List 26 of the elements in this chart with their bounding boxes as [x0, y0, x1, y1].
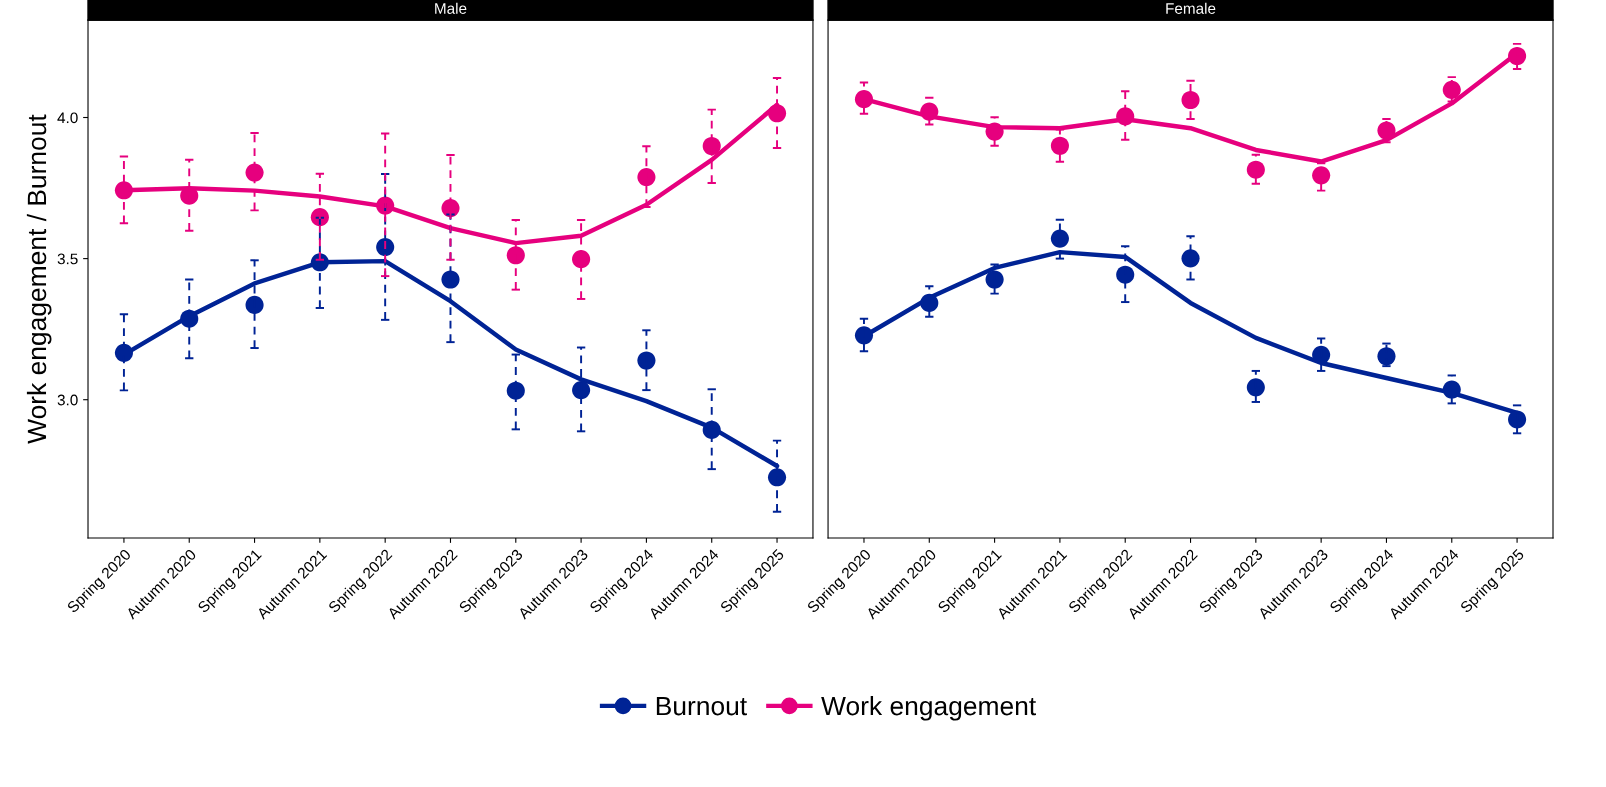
point	[637, 168, 656, 187]
point	[1181, 90, 1200, 110]
point	[1312, 345, 1331, 364]
y-tick-label: 3.5	[57, 253, 78, 265]
point	[572, 381, 591, 400]
point	[441, 199, 460, 218]
point	[441, 270, 460, 289]
chart-title: Female	[1166, 2, 1216, 14]
point	[1246, 378, 1265, 397]
point	[1508, 46, 1527, 66]
y-tick-label: 3.0	[57, 394, 78, 406]
legend-label: Work engagement	[821, 696, 1036, 721]
y-axis-title: Work engagement / Burnout	[26, 114, 52, 444]
legend-label: Burnout	[656, 696, 747, 716]
point	[1050, 229, 1069, 248]
point	[1312, 166, 1331, 185]
chart-title: Male	[435, 2, 467, 14]
point	[114, 181, 133, 200]
point	[1050, 136, 1069, 155]
y-tick-label: 4.0	[57, 112, 78, 124]
point	[245, 295, 264, 314]
point	[854, 326, 874, 345]
point	[854, 90, 874, 109]
point	[506, 246, 525, 265]
point	[1508, 410, 1527, 429]
point	[637, 351, 656, 370]
